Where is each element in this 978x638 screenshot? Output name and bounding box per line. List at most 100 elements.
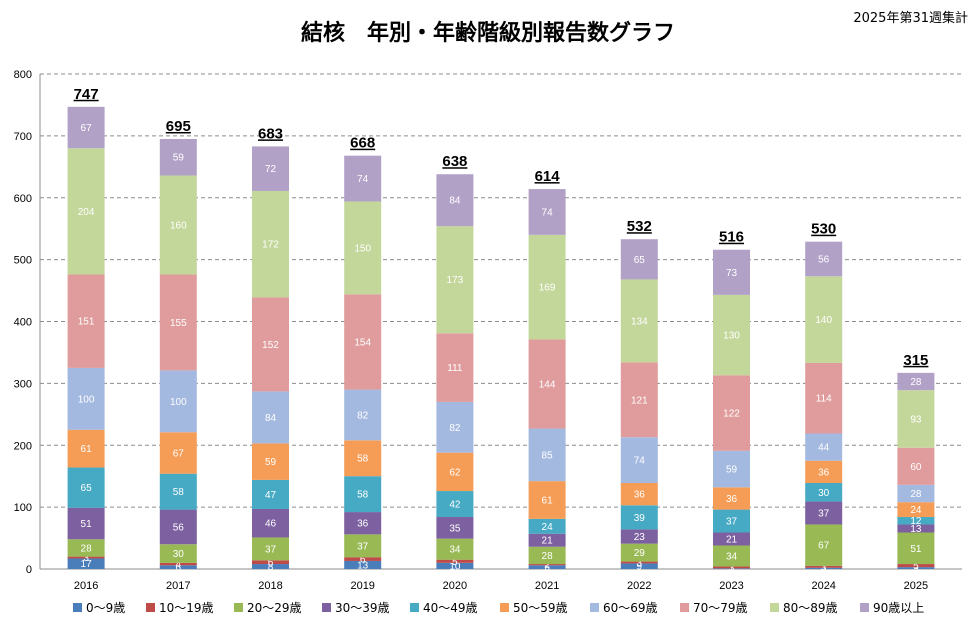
segment-label: 121: [631, 395, 648, 406]
segment-label: 93: [910, 414, 922, 425]
segment-label: 2: [544, 560, 550, 571]
segment-label: 82: [449, 423, 461, 434]
bar-segment: [528, 189, 566, 235]
segment-label: 4: [176, 560, 182, 571]
segment-label: 144: [539, 379, 556, 390]
segment-label: 59: [265, 457, 277, 468]
bar-total-label: 614: [535, 168, 561, 185]
bar-total-label: 683: [258, 125, 283, 142]
bar-segment: [252, 479, 289, 509]
bar-segment: [620, 437, 658, 483]
bar-segment: [897, 532, 935, 565]
segment-label: 58: [357, 454, 369, 465]
chart-title: 結核 年別・年齢階級別報告数グラフ: [301, 20, 675, 46]
bar-segment: [897, 502, 935, 518]
bar-segment: [159, 562, 197, 566]
bar-segment: [713, 545, 750, 567]
bar-segment: [805, 460, 843, 483]
segment-label: 39: [634, 513, 646, 524]
bar-segment: [713, 509, 750, 533]
bar-total-label: 638: [442, 153, 467, 170]
legend-item: 40～49歳: [410, 601, 478, 615]
x-tick-label: 2020: [443, 580, 467, 592]
bar-segment: [805, 276, 843, 363]
bar-segment: [344, 557, 382, 561]
bar-segment: [897, 447, 935, 485]
bar-segment: [805, 433, 843, 461]
segment-label: 51: [81, 519, 93, 530]
legend-label: 0～9歳: [86, 601, 125, 615]
segment-label: 74: [634, 456, 646, 467]
segment-label: 44: [818, 443, 830, 454]
bar-segment: [159, 473, 197, 510]
segment-label: 65: [634, 255, 646, 266]
bar-segment: [344, 512, 382, 535]
bar-segment: [344, 534, 382, 558]
segment-label: 28: [910, 489, 922, 500]
segment-label: 28: [910, 377, 922, 388]
bar-segment: [620, 529, 658, 544]
segment-label: 59: [173, 153, 185, 164]
x-tick-label: 2019: [350, 580, 374, 592]
bar-segment: [620, 505, 658, 530]
x-tick-label: 2025: [904, 580, 928, 592]
segment-label: 6: [544, 563, 550, 574]
bar-segment: [252, 537, 289, 561]
legend-label: 30～39歳: [335, 601, 390, 615]
segment-label: 56: [173, 522, 185, 533]
segment-label: 84: [265, 413, 277, 424]
segment-label: 3: [83, 553, 89, 564]
legend-swatch: [680, 603, 689, 612]
segment-label: 35: [449, 523, 461, 534]
y-tick-label: 200: [14, 440, 32, 452]
bar-segment: [344, 201, 382, 295]
bar-segment: [713, 450, 750, 488]
segment-label: 160: [170, 220, 187, 231]
bar-segment: [159, 274, 197, 371]
bar-segment: [159, 370, 197, 433]
bar-segment: [897, 567, 935, 569]
bar-segment: [436, 333, 474, 402]
bar-segment: [67, 367, 105, 430]
segment-label: 152: [262, 340, 279, 351]
segment-label: 24: [542, 522, 554, 533]
segment-label: 21: [726, 534, 738, 545]
segment-label: 154: [354, 337, 371, 348]
segment-label: 51: [910, 544, 922, 555]
x-tick-label: 2017: [166, 580, 190, 592]
segment-label: 140: [815, 315, 832, 326]
bar-segment: [528, 481, 566, 519]
bar-total-label: 532: [627, 218, 652, 235]
chart-subtitle: 2025年第31週集計: [853, 10, 968, 26]
segment-label: 3: [913, 564, 919, 575]
segment-label: 172: [262, 240, 279, 251]
bar-segment: [252, 146, 289, 191]
bar-segment: [805, 362, 843, 434]
bar-segment: [344, 389, 382, 441]
y-tick-label: 500: [14, 255, 32, 267]
x-tick-label: 2022: [627, 580, 651, 592]
legend-swatch: [410, 603, 419, 612]
segment-label: 10: [449, 561, 461, 572]
legend-item: 10～19歳: [146, 601, 214, 615]
bar-segment: [159, 138, 197, 176]
bar-segment: [897, 390, 935, 448]
bar-segment: [620, 563, 658, 569]
segment-label: 36: [726, 494, 738, 505]
segment-label: 28: [542, 551, 554, 562]
y-tick-label: 700: [14, 131, 32, 143]
segment-label: 151: [78, 317, 95, 328]
bar-segment: [159, 175, 197, 275]
segment-label: 42: [449, 500, 461, 511]
segment-label: 13: [357, 560, 369, 571]
legend-item: 0～9歳: [73, 601, 125, 615]
legend-label: 20～29歳: [247, 601, 302, 615]
bar-total-label: 315: [903, 352, 928, 369]
bar-segment: [897, 484, 935, 503]
y-tick-label: 800: [14, 69, 32, 81]
x-tick-label: 2016: [74, 580, 98, 592]
